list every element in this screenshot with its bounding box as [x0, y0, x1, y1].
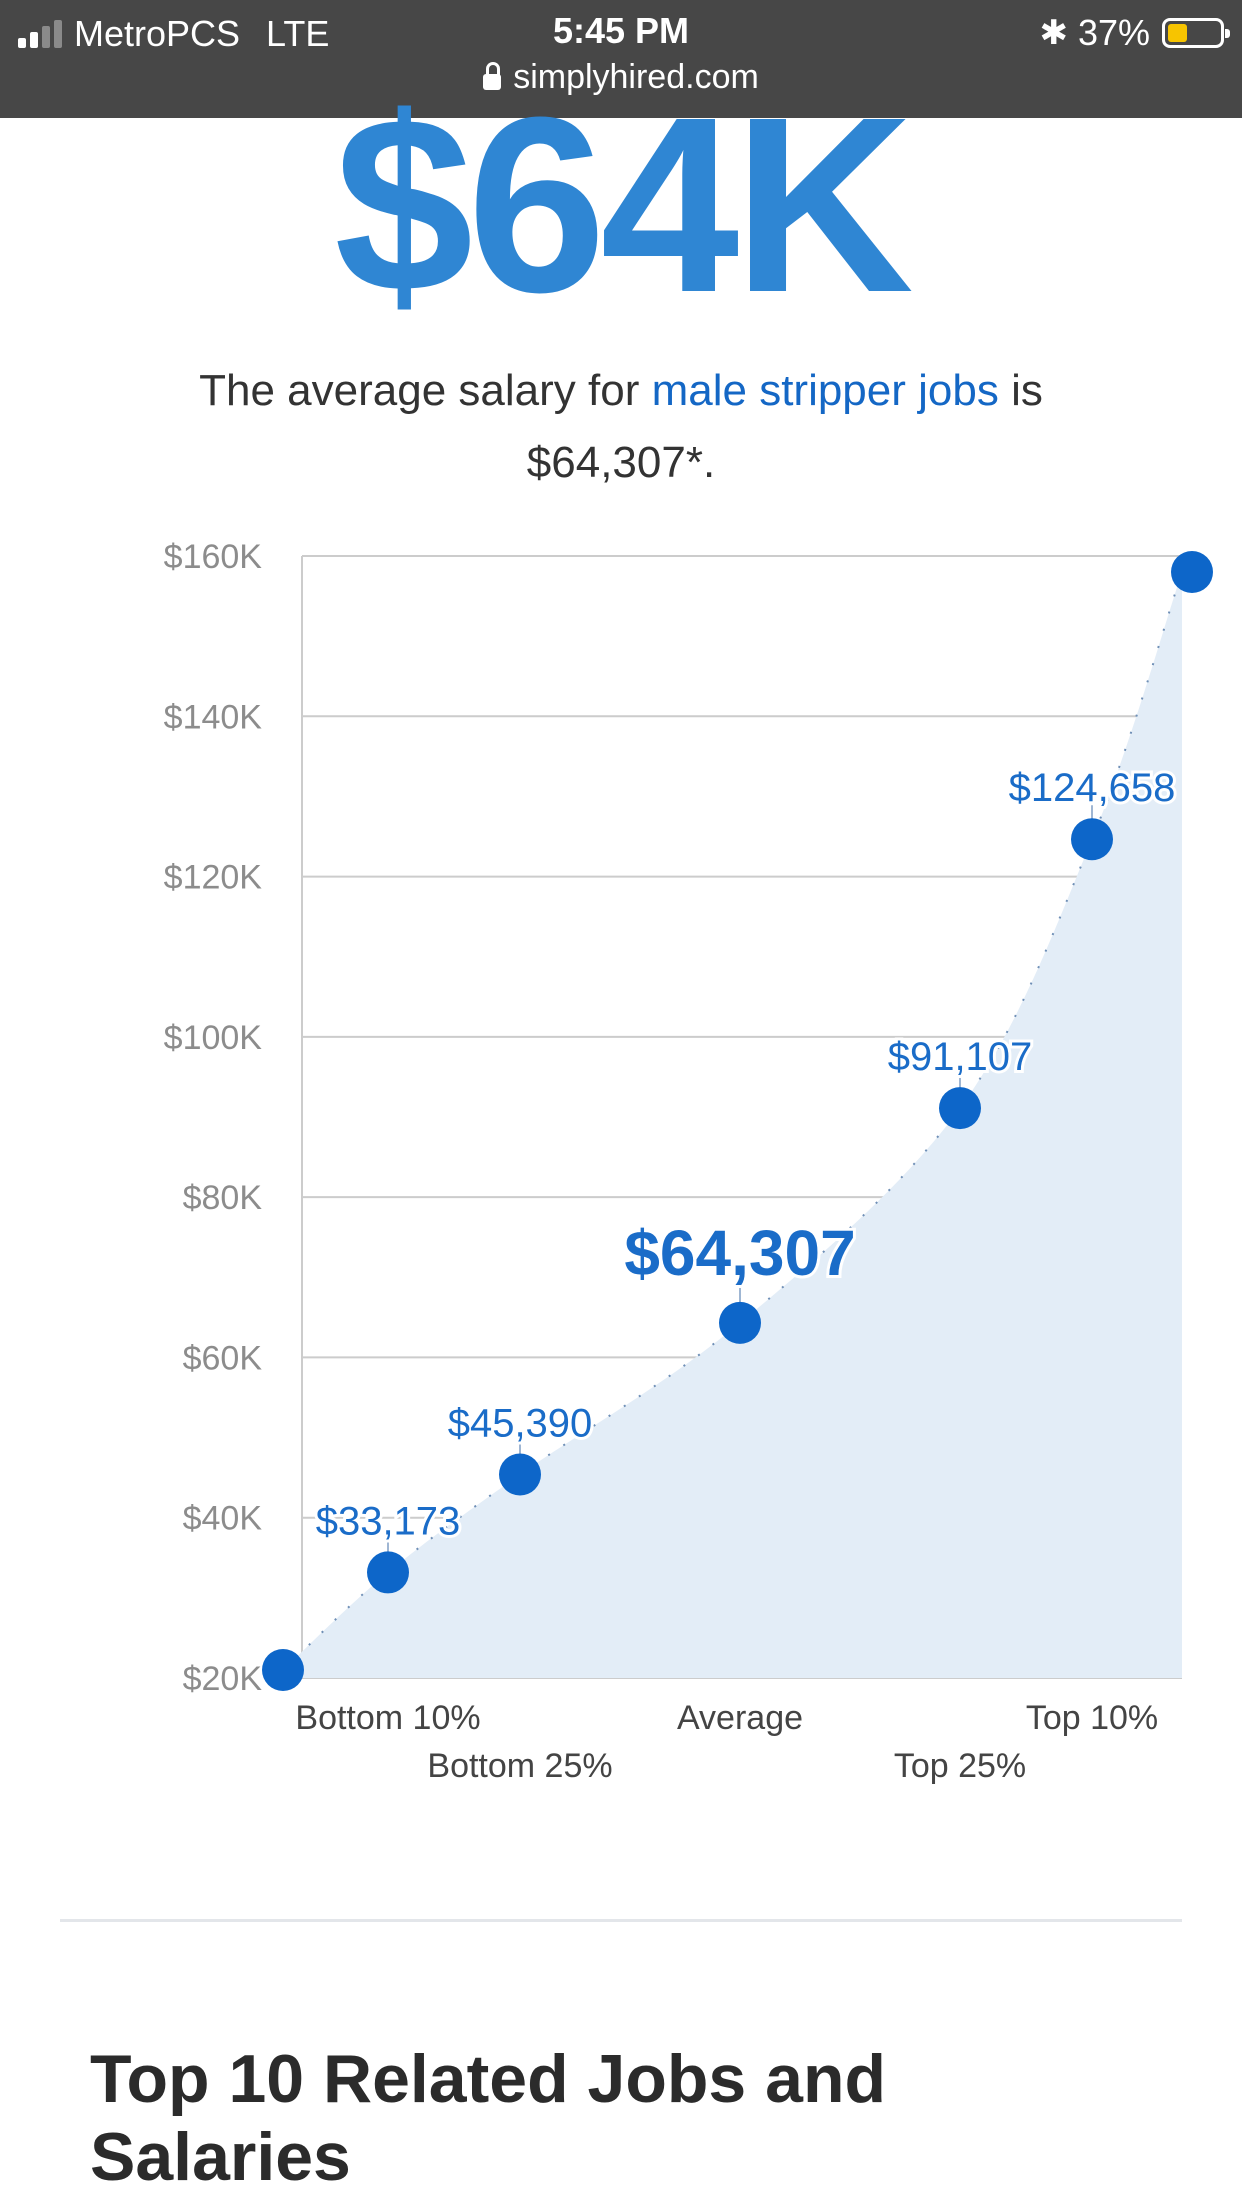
category-label: Top 10% — [1026, 1699, 1158, 1737]
category-label: Bottom 10% — [295, 1699, 480, 1737]
category-label: Bottom 25% — [427, 1747, 612, 1785]
summary-middle: is — [998, 366, 1043, 415]
carrier-name: MetroPCS — [74, 13, 241, 54]
network-type: LTE — [266, 13, 330, 54]
y-tick-label: $40K — [183, 1500, 263, 1538]
status-right: ✱ 37% — [1039, 12, 1230, 54]
category-label: Average — [677, 1699, 803, 1737]
end-point — [1171, 551, 1213, 594]
start-point — [262, 1648, 304, 1691]
category-label: Top 25% — [894, 1747, 1026, 1785]
bluetooth-icon: ✱ — [1039, 14, 1068, 52]
salary-distribution-chart: $20K $40K $60K $80K $100K $120K $140K $160K $33,… — [164, 538, 1213, 1785]
data-label: $64,307 — [624, 1217, 855, 1289]
data-label: $45,390 — [448, 1402, 593, 1446]
data-point — [939, 1087, 981, 1130]
lock-icon — [483, 61, 502, 90]
status-bar: MetroPCS LTE 5:45 PM ✱ 37% simplyhired.c… — [0, 0, 1242, 118]
salary-curve — [282, 571, 1183, 1671]
data-label: $33,173 — [316, 1499, 461, 1543]
section-divider — [60, 1919, 1182, 1922]
y-tick-label: $60K — [183, 1339, 263, 1377]
y-tick-label: $20K — [183, 1660, 263, 1698]
data-point — [499, 1453, 541, 1496]
address-bar[interactable]: simplyhired.com — [0, 58, 1242, 97]
average-salary-hero: $64K — [334, 65, 914, 344]
y-tick-label: $160K — [164, 538, 263, 576]
status-time: 5:45 PM — [552, 10, 690, 51]
job-title-link[interactable]: male stripper jobs — [651, 366, 999, 415]
salary-summary: The average salary for male stripper job… — [120, 355, 1122, 499]
battery-icon — [1162, 18, 1230, 48]
y-tick-label: $80K — [183, 1179, 263, 1217]
area-fill — [283, 572, 1182, 1678]
data-point — [1071, 818, 1113, 861]
status-left: MetroPCS LTE — [18, 13, 330, 54]
url-text: simplyhired.com — [513, 58, 759, 96]
data-point — [367, 1551, 409, 1594]
related-jobs-heading: Top 10 Related Jobs and Salaries — [90, 2041, 887, 2195]
data-label: $91,107 — [888, 1035, 1033, 1079]
y-tick-label: $120K — [164, 859, 263, 897]
data-label: $124,658 — [1009, 766, 1176, 810]
y-tick-label: $100K — [164, 1019, 263, 1057]
y-tick-label: $140K — [164, 698, 263, 736]
battery-percent: 37% — [1077, 12, 1150, 53]
summary-amount: $64,307*. — [526, 438, 716, 487]
summary-prefix: The average salary for — [199, 366, 652, 415]
data-point — [719, 1301, 761, 1344]
signal-icon — [18, 20, 62, 48]
